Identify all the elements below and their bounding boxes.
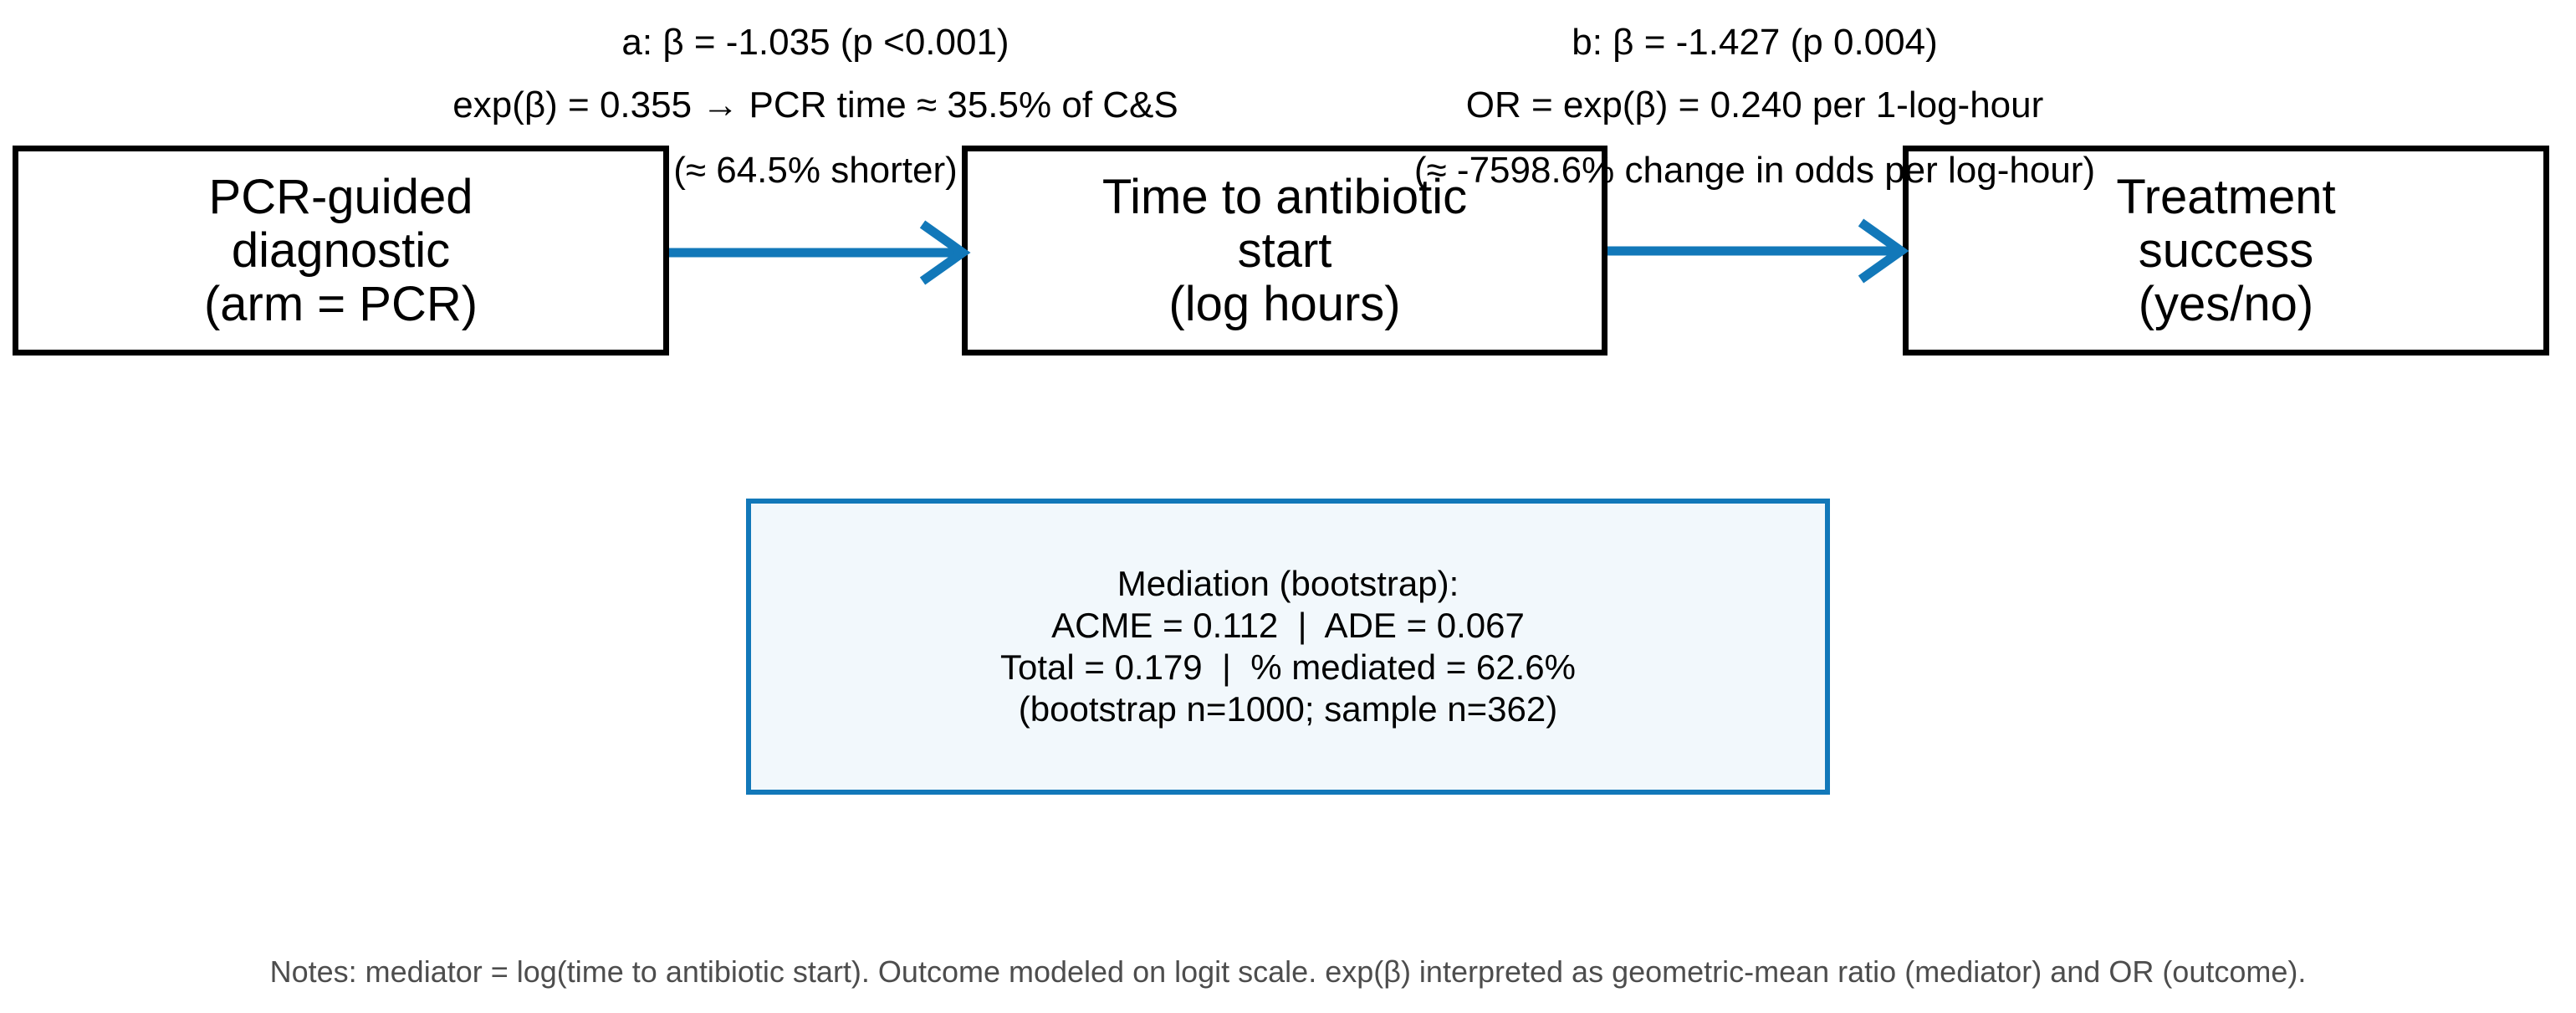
mediator-node-line1: Time to antibiotic [1101,169,1468,224]
mediator-node-line2: start [1237,223,1332,278]
path-a-arrow-icon [669,220,971,285]
path-a-stats-line1: a: β = -1.035 (p <0.001) [621,22,1009,63]
mediation-total-pct: Total = 0.179 | % mediated = 62.6% [999,647,1577,687]
outcome-node: Treatment success (yes/no) [1903,146,2549,356]
notes-text: Notes: mediator = log(time to antibiotic… [269,954,2307,989]
path-a-stats-line2: exp(β) = 0.355 → PCR time ≈ 35.5% of C&S [452,84,1178,125]
exposure-node-line1: PCR-guided [208,169,473,224]
outcome-node-line3: (yes/no) [2138,276,2314,331]
path-b-stats-line2: OR = exp(β) = 0.240 per 1-log-hour [1465,84,2044,125]
exposure-node-line2: diagnostic [231,223,451,278]
path-a-stats-line3: (≈ 64.5% shorter) [673,150,958,191]
mediation-acme-ade: ACME = 0.112 | ADE = 0.067 [1051,606,1525,645]
exposure-node-line3: (arm = PCR) [203,276,478,331]
mediation-sample-info: (bootstrap n=1000; sample n=362) [1018,689,1558,729]
mediation-title: Mediation (bootstrap): [1117,564,1459,603]
path-b-stats-line3: (≈ -7598.6% change in odds per log-hour) [1413,150,2096,191]
mediator-node-line3: (log hours) [1168,276,1401,331]
path-b-stats-line1: b: β = -1.427 (p 0.004) [1572,22,1938,63]
mediator-node: Time to antibiotic start (log hours) [962,146,1607,356]
path-b-arrow-icon [1607,218,1909,284]
exposure-node: PCR-guided diagnostic (arm = PCR) [13,146,669,356]
outcome-node-line2: success [2138,223,2314,278]
mediation-summary-box: Mediation (bootstrap): ACME = 0.112 | AD… [746,499,1830,795]
outcome-node-line1: Treatment [2116,169,2336,224]
